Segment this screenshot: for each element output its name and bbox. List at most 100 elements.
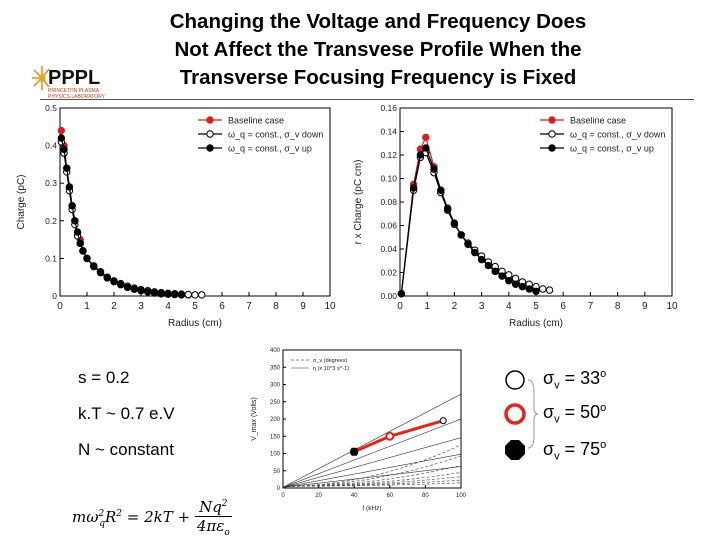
data-point: [110, 278, 118, 286]
formula-den-sub: o: [224, 528, 230, 538]
y-tick-label: 0.2: [45, 216, 57, 226]
sigma-33-label: σv = 33o: [543, 368, 606, 392]
sigma-symbol: σ: [543, 368, 555, 388]
sigma-contour: [291, 465, 461, 487]
y-tick-label: 0.14: [380, 127, 397, 137]
data-point: [498, 272, 506, 280]
y-tick-label: 0: [277, 486, 281, 492]
data-point: [409, 184, 418, 192]
sigma-degree: o: [600, 402, 607, 414]
data-point: [117, 281, 125, 289]
y-tick-label: 100: [270, 452, 281, 458]
legend-label: ω_q = const., σ_v up: [570, 144, 654, 154]
point-sigma-75: [350, 447, 359, 456]
data-point: [198, 291, 206, 299]
sigma-value: = 75: [559, 439, 601, 459]
sigma-contour: [291, 476, 461, 487]
data-point: [79, 247, 87, 255]
y-tick-label: 0.12: [380, 150, 397, 160]
sigma-contour: [291, 482, 461, 487]
x-tick-label: 10: [324, 301, 336, 312]
x-tick-label: 0: [281, 493, 285, 499]
sigma-sub: v: [554, 379, 560, 392]
sigma-degree: o: [600, 439, 607, 451]
x-tick-label: 0: [397, 301, 403, 312]
data-point: [539, 285, 547, 293]
x-axis-label: Radius (cm): [509, 318, 563, 329]
point-sigma-33: [439, 417, 447, 425]
x-tick-label: 40: [351, 493, 358, 499]
formula-eq: = 2kT +: [122, 508, 195, 526]
x-tick-label: 7: [246, 301, 252, 312]
data-point: [430, 165, 438, 173]
sigma-degree: o: [600, 368, 607, 380]
x-tick-label: 5: [192, 301, 198, 312]
data-point: [73, 228, 82, 236]
formula-r: R: [104, 508, 117, 526]
data-point: [150, 289, 159, 297]
title-line-3: Transverse Focusing Frequency is Fixed: [179, 66, 577, 89]
sigma-contour: [291, 455, 461, 487]
curve-family: [283, 393, 461, 488]
open-circle-marker: [505, 370, 525, 390]
data-point: [83, 254, 91, 263]
x-tick-label: 3: [479, 301, 485, 312]
x-tick-label: 2: [452, 301, 458, 312]
y-tick-label: 300: [270, 383, 281, 389]
y-axis-label: r x Charge (pC cm): [353, 159, 364, 244]
data-point: [164, 290, 172, 298]
sigma-contour: [291, 472, 461, 487]
data-point: [177, 291, 186, 299]
sigma-value: = 33: [559, 368, 601, 388]
data-point: [57, 134, 66, 142]
data-point: [60, 145, 68, 154]
y-tick-label: 0.02: [380, 268, 397, 278]
data-point: [103, 274, 111, 282]
data-point: [437, 186, 445, 194]
y-tick-label: 0.04: [380, 244, 397, 254]
data-point: [525, 285, 533, 293]
legend-label: ω_q = const., σ_v down: [228, 130, 323, 140]
y-tick-label: 0.1: [45, 253, 57, 263]
y-tick-label: 50: [273, 469, 280, 475]
plot-frame: [282, 349, 462, 489]
data-point: [397, 289, 406, 298]
formula-lhs-sup: 2: [98, 509, 105, 519]
logo-subtext-2: PHYSICS LABORATORY: [48, 94, 106, 100]
logo-subtext-1: PRINCETON PLASMA: [48, 88, 100, 94]
data-point: [68, 202, 76, 210]
x-tick-label: 9: [300, 301, 306, 312]
x-tick-label: 9: [642, 301, 648, 312]
x-axis-label: f (kHz): [362, 505, 381, 512]
y-tick-label: 0.5: [45, 103, 57, 113]
formula-lhs-sub: q: [99, 519, 105, 529]
brace-icon: [527, 379, 538, 449]
sigma-sub: v: [554, 413, 560, 426]
param-n: N ~ constant: [78, 440, 174, 459]
legend-marker: [206, 130, 214, 138]
data-point: [144, 288, 152, 296]
data-point: [477, 255, 486, 264]
data-point: [130, 285, 138, 293]
title-line-2: Not Affect the Transvese Profile When th…: [174, 38, 582, 61]
data-point: [63, 164, 71, 172]
y-tick-label: 400: [270, 348, 281, 354]
y-tick-label: 0.06: [380, 221, 397, 231]
data-point: [443, 205, 452, 213]
y-tick-label: 150: [270, 434, 281, 440]
x-tick-label: 7: [588, 301, 594, 312]
legend-label: η (x 10^3 s^-1): [313, 366, 349, 372]
legend-marker: [548, 144, 556, 152]
y-tick-label: 350: [270, 365, 281, 371]
sigma-contour: [291, 479, 461, 487]
y-tick-label: 0.4: [45, 141, 57, 151]
data-point: [545, 286, 554, 294]
x-tick-label: 100: [456, 493, 467, 499]
x-tick-label: 8: [615, 301, 621, 312]
x-tick-label: 5: [533, 301, 539, 312]
x-tick-label: 3: [138, 301, 144, 312]
legend-marker: [548, 116, 556, 124]
x-tick-label: 20: [315, 493, 322, 499]
charge-vs-radius-chart: 0 1 2 3 4 5 6 7 8 9 10 0 0.1 0.2 0.3 0.4 0.5 Radius (cm) C…: [16, 103, 336, 329]
filled-octagon-marker: [505, 440, 525, 460]
